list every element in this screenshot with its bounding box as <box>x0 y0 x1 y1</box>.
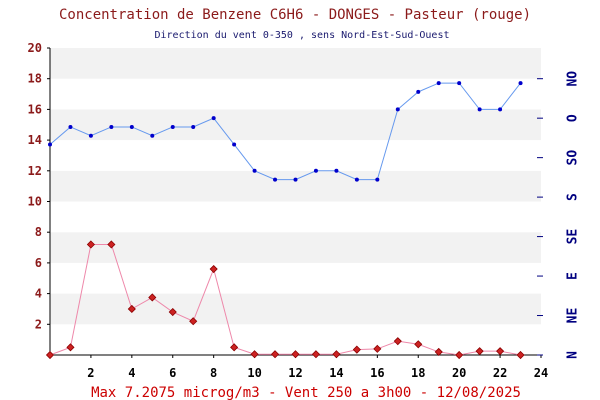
grid-bands <box>50 48 541 355</box>
x-tick-label: 14 <box>329 366 343 380</box>
x-tick-label: 22 <box>493 366 507 380</box>
data-point <box>457 81 462 86</box>
data-point <box>375 177 380 182</box>
data-point <box>168 307 177 317</box>
data-point <box>373 344 382 353</box>
y-tick-label: 4 <box>35 287 42 301</box>
data-point <box>477 107 482 112</box>
data-point <box>232 142 237 147</box>
x-tick-label: 24 <box>534 366 548 380</box>
grid-band <box>50 140 541 171</box>
data-point <box>252 168 257 173</box>
direction-tick-label: NE <box>566 308 581 324</box>
data-point <box>518 81 523 86</box>
data-point <box>211 116 216 121</box>
direction-tick-label: O <box>566 114 581 122</box>
data-point <box>127 304 136 314</box>
x-tick-label: 18 <box>411 366 425 380</box>
direction-tick-label: N <box>566 351 581 359</box>
y-tick-label: 16 <box>28 102 42 116</box>
y-tick-label: 6 <box>35 256 42 270</box>
direction-tick-label: NO <box>566 71 581 87</box>
grid-band <box>50 293 541 325</box>
data-point <box>250 350 259 359</box>
grid-band <box>50 109 541 141</box>
y-tick-label: 12 <box>28 164 42 178</box>
x-axis-ticks: 2 4 6 8 10 12 14 16 18 20 22 24 <box>87 355 548 380</box>
x-tick-label: 12 <box>288 366 302 380</box>
data-point <box>189 317 198 326</box>
data-point <box>352 345 361 354</box>
data-point <box>498 107 503 112</box>
grid-band <box>50 48 541 79</box>
data-point <box>455 350 464 360</box>
series-layer <box>45 81 525 360</box>
grid-band <box>50 201 541 233</box>
x-tick-label: 20 <box>452 366 466 380</box>
data-point <box>332 350 341 359</box>
data-point <box>393 337 402 346</box>
wind-direction-axis: N NE E SE S SO O NO <box>537 71 581 359</box>
data-point <box>354 177 359 182</box>
data-point <box>48 142 52 147</box>
grid-band <box>50 262 541 294</box>
data-point <box>416 89 421 94</box>
data-point <box>313 168 318 173</box>
x-tick-label: 10 <box>247 366 261 380</box>
footer-summary: Max 7.2075 microg/m3 - Vent 250 a 3h00 -… <box>91 385 521 400</box>
data-point <box>109 124 114 129</box>
data-point <box>496 347 505 356</box>
y-tick-label: 8 <box>35 225 42 239</box>
data-point <box>45 350 55 360</box>
grid-band <box>50 170 541 202</box>
data-point <box>148 293 157 302</box>
x-tick-label: 4 <box>128 366 135 380</box>
data-point <box>334 168 339 173</box>
data-point <box>107 240 116 249</box>
data-point <box>273 177 278 182</box>
direction-tick-label: SO <box>566 150 581 166</box>
data-point <box>270 350 280 359</box>
series-line <box>49 82 521 181</box>
x-tick-label: 16 <box>370 366 384 380</box>
data-point <box>516 350 525 360</box>
y-tick-label: 2 <box>35 317 42 331</box>
y-tick-label: 10 <box>28 195 42 209</box>
data-point <box>475 347 484 356</box>
data-point <box>191 124 196 129</box>
data-point <box>170 124 175 129</box>
y-axis-ticks: 2 4 6 8 10 12 14 16 18 20 <box>28 41 50 331</box>
data-point <box>311 350 321 359</box>
y-tick-label: 20 <box>28 41 42 55</box>
y-tick-label: 18 <box>28 72 42 86</box>
chart-subtitle: Direction du vent 0-350 , sens Nord-Est-… <box>154 30 449 41</box>
x-tick-label: 8 <box>210 366 217 380</box>
data-point <box>414 340 423 349</box>
data-point <box>68 124 73 129</box>
data-point <box>66 343 75 352</box>
data-point <box>209 264 218 274</box>
data-point <box>293 177 298 182</box>
x-tick-label: 2 <box>87 366 94 380</box>
grid-band <box>50 324 541 355</box>
grid-band <box>50 232 541 263</box>
data-point <box>291 350 300 359</box>
data-point <box>86 240 95 249</box>
data-point <box>230 343 239 352</box>
data-point <box>129 124 134 129</box>
x-tick-label: 6 <box>169 366 176 380</box>
data-point <box>434 347 443 356</box>
direction-tick-label: E <box>566 272 581 280</box>
data-point <box>395 107 400 112</box>
y-tick-label: 14 <box>28 133 42 147</box>
direction-tick-label: S <box>566 193 581 201</box>
data-point <box>436 81 441 86</box>
chart-title: Concentration de Benzene C6H6 - DONGES -… <box>59 7 531 23</box>
data-point <box>88 133 93 138</box>
data-point <box>150 133 155 138</box>
direction-tick-label: SE <box>566 229 581 245</box>
